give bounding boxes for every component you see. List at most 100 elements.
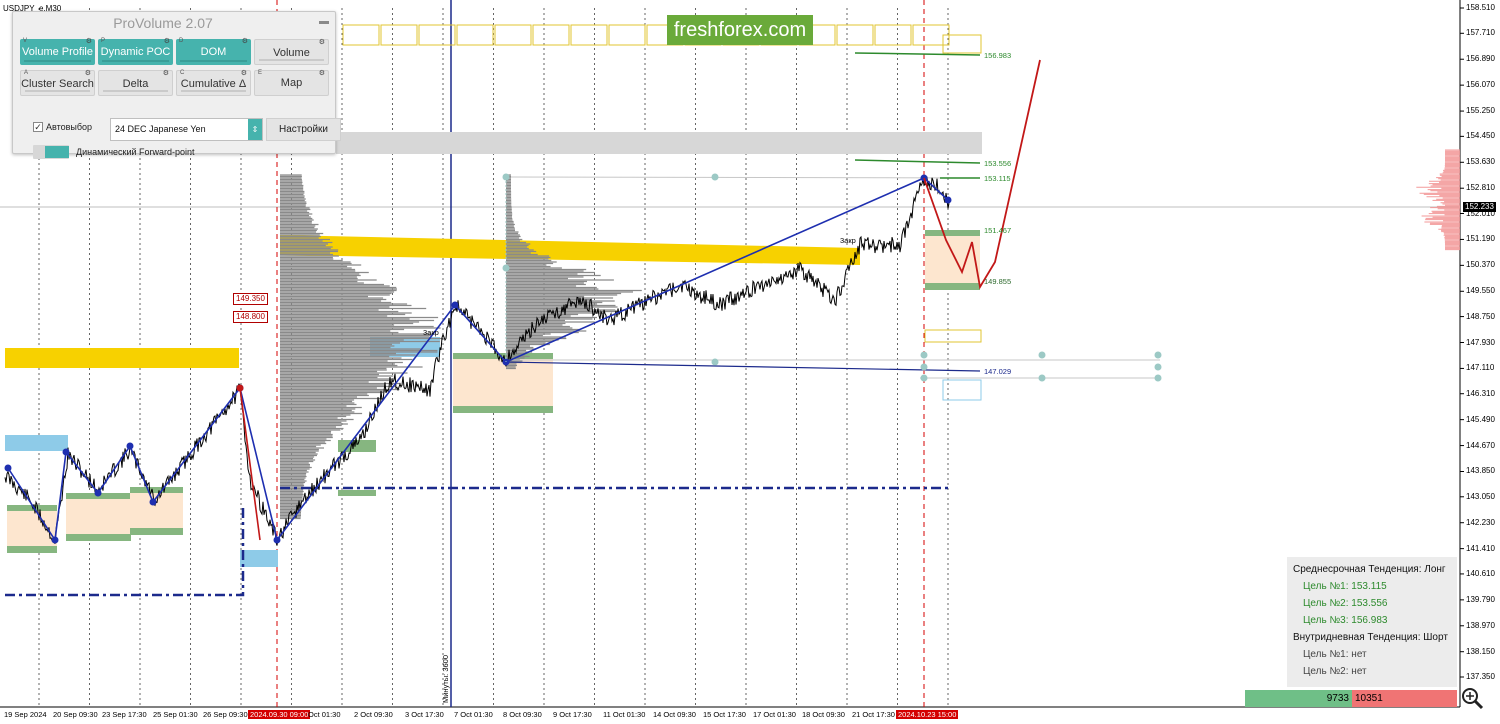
outline-box-right [942, 34, 982, 54]
price-tick: 149.550 [1466, 286, 1495, 296]
chevron-updown-icon[interactable]: ⇕ [248, 119, 262, 140]
price-line [4, 176, 950, 546]
panel-button-cluster-search[interactable]: A Cluster Search ⚙ [20, 70, 95, 96]
button-label: Delta [122, 78, 149, 90]
zoom-icon[interactable] [1460, 686, 1484, 710]
intraday-trend-title: Внутридневная Тенденция: Шорт [1293, 632, 1448, 643]
time-tick: 15 Oct 17:30 [703, 710, 746, 719]
fib-dot [1038, 351, 1046, 359]
button-underline [259, 59, 324, 61]
gear-icon[interactable]: ⚙ [318, 39, 325, 46]
buy-volume-bar: 9733 [1245, 690, 1352, 707]
button-label: Dynamic POC [100, 46, 171, 58]
price-tick: 140.610 [1466, 568, 1495, 578]
freshforex-watermark: freshforex.com [667, 15, 813, 45]
fib-dot [1154, 374, 1162, 382]
gear-icon[interactable]: ⚙ [163, 38, 170, 45]
panel-button-dom[interactable]: D DOM ⚙ [176, 38, 251, 65]
level-label-156983: 156.983 [984, 51, 1012, 60]
time-tick: 19 Sep 2024 [4, 710, 47, 719]
price-tick: 143.050 [1466, 491, 1495, 501]
panel-button-map[interactable]: E Map ⚙ [254, 70, 329, 96]
boxed-price-148800: 148.800 [233, 311, 268, 323]
provolume-panel[interactable]: ProVolume 2.07 V Volume Profile ⚙ P Dynamic … [12, 11, 341, 159]
fib-dot [920, 374, 928, 382]
green-band-top-4 [925, 230, 980, 236]
level-label-153115: 153.115 [984, 174, 1011, 183]
button-label: Volume [273, 47, 310, 59]
price-tick: 152.010 [1466, 208, 1495, 218]
zigzag-node [4, 464, 12, 472]
button-label: DOM [200, 46, 227, 58]
button-underline [180, 60, 247, 62]
button-label: Cluster Search [21, 78, 94, 90]
panel-button-dynamic-poc[interactable]: P Dynamic POC ⚙ [98, 38, 173, 65]
gear-icon[interactable]: ⚙ [240, 70, 247, 77]
green-band-top-0 [7, 505, 57, 511]
outline-box [380, 24, 418, 46]
gear-icon[interactable]: ⚙ [84, 70, 91, 77]
toggle-knob [45, 146, 69, 158]
panel-button-volume-profile[interactable]: V Volume Profile ⚙ [20, 38, 95, 65]
panel-button-cumulative-[interactable]: C Cumulative Δ ⚙ [176, 70, 251, 96]
level-label-153556: 153.556 [984, 159, 1012, 168]
intraday-target-1: Цель №1: нет [1303, 649, 1367, 660]
green-band-mid [338, 440, 376, 452]
target-1: Цель №1: 153.115 [1303, 581, 1387, 592]
time-tick: 25 Sep 01:30 [153, 710, 198, 719]
price-tick: 157.710 [1466, 28, 1495, 38]
sky-zone-left [5, 435, 68, 451]
gear-icon[interactable]: ⚙ [162, 70, 169, 77]
settings-button[interactable]: Настройки [266, 118, 341, 141]
time-tick: 8 Oct 09:30 [503, 710, 542, 719]
gold-zone-left [5, 348, 239, 368]
time-tick: 2024.09.30 09:00 [248, 710, 311, 719]
time-tick: Oct 01:30 [308, 710, 341, 719]
intraday-target-2: Цель №2: нет [1303, 666, 1367, 677]
target-3: Цель №3: 156.983 [1303, 615, 1388, 626]
outline-box [608, 24, 646, 46]
price-tick: 142.230 [1466, 517, 1495, 527]
time-tick: 9 Oct 17:30 [553, 710, 592, 719]
zigzag-node [273, 536, 281, 544]
button-label: Cumulative Δ [180, 78, 247, 90]
gear-icon[interactable]: ⚙ [318, 70, 325, 77]
gear-icon[interactable]: ⚙ [85, 38, 92, 45]
fib-dot [1154, 351, 1162, 359]
price-tick: 137.350 [1466, 672, 1495, 681]
panel-button-delta[interactable]: Delta ⚙ [98, 70, 173, 96]
time-tick: 2 Oct 09:30 [354, 710, 393, 719]
price-tick: 156.070 [1466, 80, 1495, 90]
navy-dashdot-1 [5, 505, 245, 597]
button-underline [25, 90, 90, 92]
time-tick: 18 Oct 09:30 [802, 710, 845, 719]
forward-point-toggle[interactable] [33, 145, 69, 159]
zigzag-node [62, 448, 70, 456]
price-tick: 148.750 [1466, 311, 1495, 321]
auto-select-checkbox[interactable]: ✓ [33, 122, 43, 132]
green-band-mid-2 [338, 490, 376, 496]
fib-dot [920, 363, 928, 371]
gear-icon[interactable]: ⚙ [241, 38, 248, 45]
fib-dot [502, 264, 510, 272]
minimize-icon[interactable] [319, 21, 329, 24]
hotkey-label: V [23, 38, 28, 44]
time-tick: 17 Oct 01:30 [753, 710, 796, 719]
price-tick: 138.150 [1466, 646, 1495, 656]
forward-point-label: Динамический Forward-point [76, 147, 195, 157]
green-band-bot-4 [925, 283, 980, 290]
panel-button-volume[interactable]: Volume ⚙ [254, 39, 329, 65]
instrument-select[interactable]: 24 DEC Japanese Yen ⇕ [110, 118, 263, 141]
volume-profile-2 [506, 174, 642, 370]
price-tick: 158.510 [1466, 3, 1495, 12]
time-tick: 14 Oct 09:30 [653, 710, 696, 719]
outline-box [494, 24, 532, 46]
price-tick: 145.490 [1466, 414, 1495, 424]
outline-box-yellow-2 [924, 329, 982, 343]
button-underline [102, 60, 169, 62]
fib-dot [1154, 363, 1162, 371]
zigzag-node [51, 536, 59, 544]
hotkey-label: D [179, 38, 184, 44]
